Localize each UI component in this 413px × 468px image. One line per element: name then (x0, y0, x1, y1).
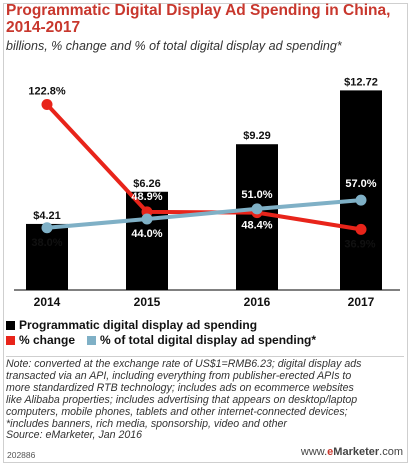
change-label: 36.9% (344, 238, 375, 250)
chart-subtitle: billions, % change and % of total digita… (6, 39, 342, 53)
share-point (251, 203, 263, 215)
x-tick-label: 2014 (34, 295, 61, 309)
bar-value-label: $4.21 (33, 210, 61, 222)
change-point (355, 223, 367, 235)
legend-swatch-share (87, 336, 97, 345)
share-point (141, 213, 153, 225)
share-point (41, 222, 53, 234)
brand-link[interactable]: www.eMarketer.com (301, 446, 403, 458)
divider (6, 356, 404, 357)
note-line: Note: converted at the exchange rate of … (6, 358, 362, 370)
series-line-share (46, 198, 362, 230)
legend-label-change: % change (19, 333, 76, 347)
share-point (355, 194, 367, 206)
legend-item-spending: Programmatic digital display ad spending (6, 318, 406, 333)
change-point (41, 98, 53, 110)
x-tick-label: 2016 (244, 295, 271, 309)
bar-value-label: $6.26 (133, 178, 161, 190)
note-text: Note: converted at the exchange rate of … (6, 358, 406, 442)
x-tick-label: 2017 (348, 295, 375, 309)
legend: Programmatic digital display ad spending… (6, 318, 406, 348)
bar-2014 (26, 223, 68, 290)
legend-row-lines: % change % of total digital display ad s… (6, 333, 406, 348)
chart-title: Programmatic Digital Display Ad Spending… (6, 2, 391, 36)
note-line: more standardized RTB technology; includ… (6, 381, 354, 394)
legend-label-spending: Programmatic digital display ad spending (19, 318, 258, 332)
source-line: Source: eMarketer, Jan 2016 (6, 429, 143, 442)
brand-name: Marketer (333, 446, 380, 458)
note-line: like Alibaba properties; includes advert… (6, 393, 358, 406)
chart-id: 202886 (7, 450, 36, 460)
legend-swatch-spending (6, 321, 15, 330)
share-label: 38.0% (31, 237, 62, 249)
note-line: transacted via an API, including everyth… (6, 369, 352, 382)
change-label: 122.8% (28, 85, 66, 97)
bar-2017 (340, 90, 382, 290)
share-label: 57.0% (345, 178, 376, 190)
note-line: computers, mobile phones, tablets and ot… (6, 405, 348, 418)
brand-prefix: www. (300, 446, 328, 458)
change-label: 48.9% (131, 191, 162, 203)
share-label: 51.0% (241, 189, 272, 201)
bar-value-label: $12.72 (344, 76, 378, 88)
series-line-change (45, 103, 362, 232)
legend-label-share: % of total digital display ad spending* (100, 333, 317, 347)
chart-frame (3, 3, 408, 463)
chart-plot: $4.21 $6.26 $9.29 $12.72 122.8% 48.9% 48.4% 36.… (14, 76, 400, 309)
change-label: 48.4% (241, 220, 272, 232)
share-label: 44.0% (131, 228, 162, 240)
legend-swatch-change (6, 336, 15, 345)
bar-value-label: $9.29 (243, 130, 271, 142)
brand-suffix: .com (379, 446, 403, 458)
x-tick-label: 2015 (134, 295, 161, 309)
note-line: *includes banners, rich media, sponsorsh… (6, 417, 287, 430)
brand-e: e (327, 446, 334, 458)
